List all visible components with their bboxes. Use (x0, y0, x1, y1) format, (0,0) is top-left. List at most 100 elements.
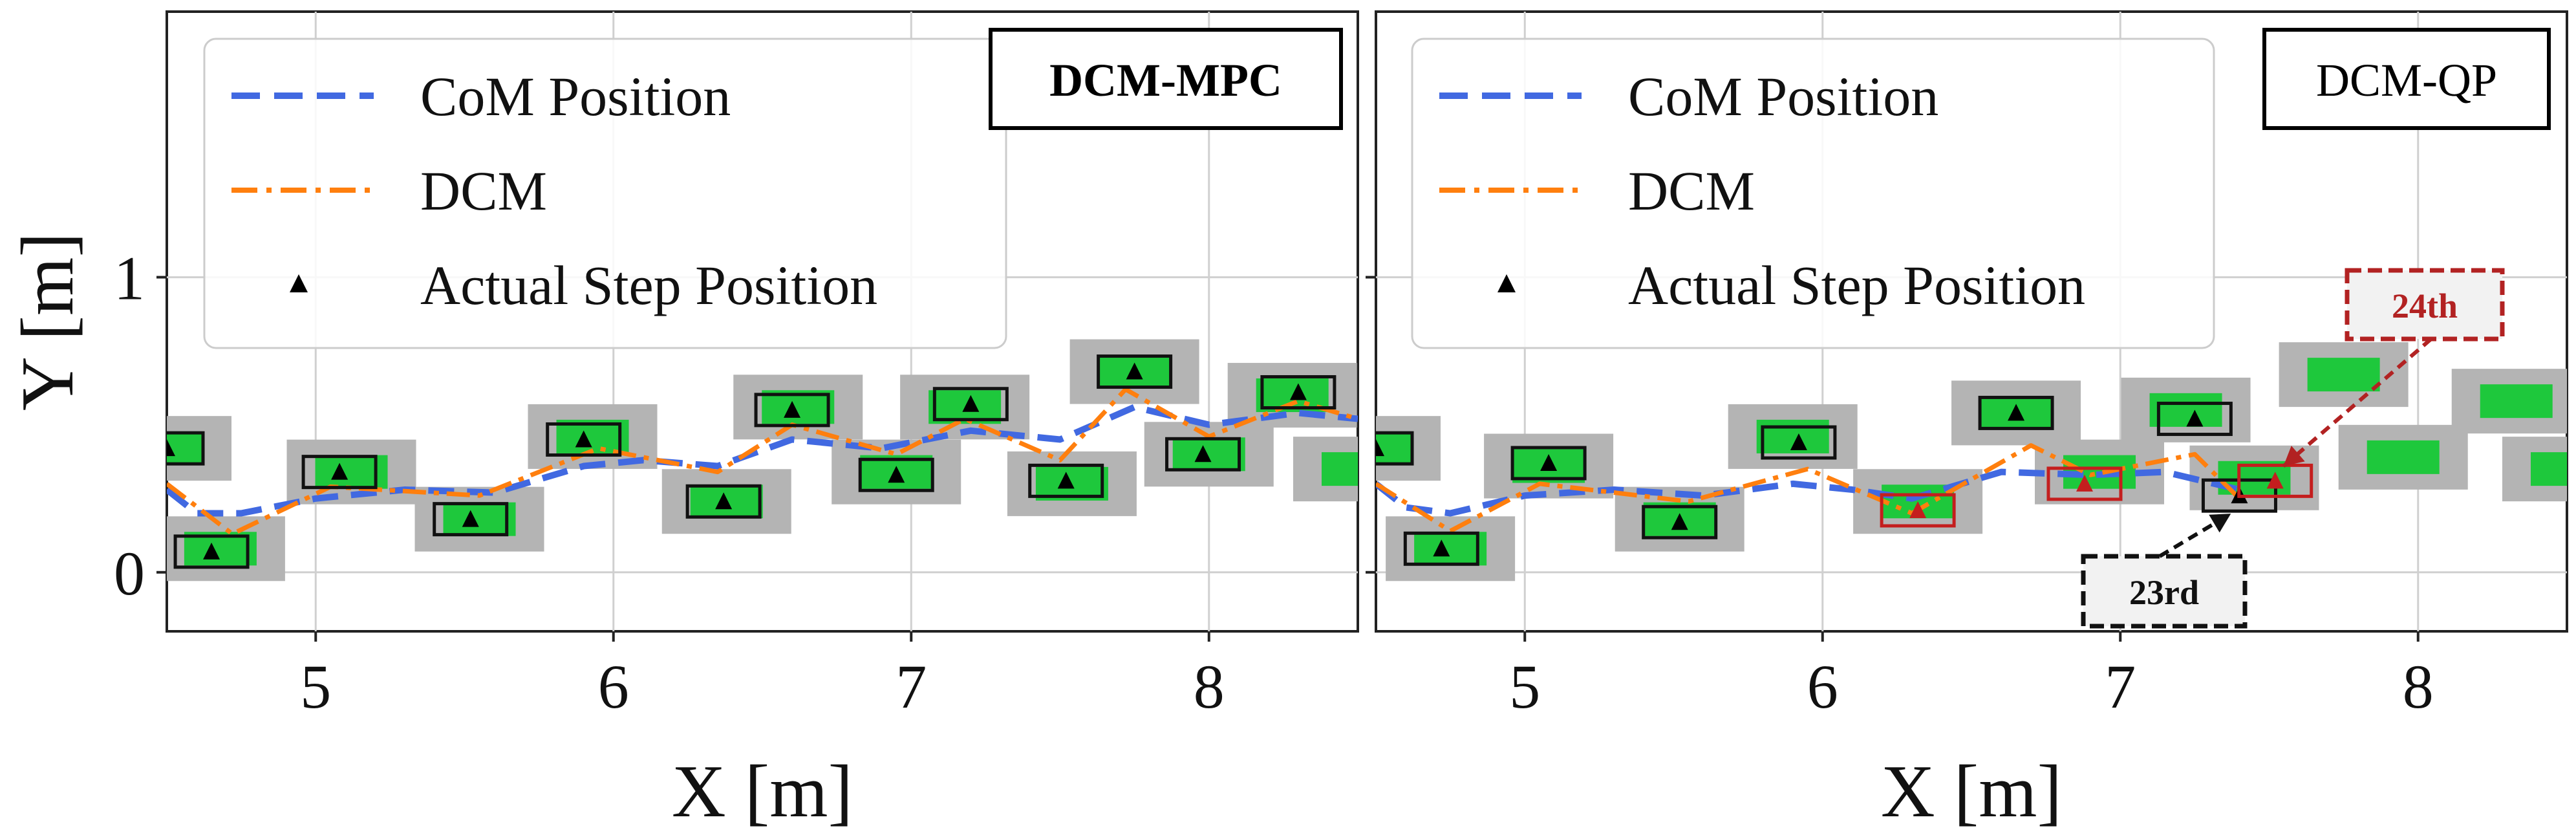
legend-com-label: CoM Position (1628, 65, 1938, 127)
step-markers (167, 354, 1336, 569)
annotation-label: 24th (2392, 287, 2458, 325)
actual-step-marker (167, 439, 175, 457)
actual-step-marker (1790, 433, 1807, 451)
x-tick-label: 8 (2403, 652, 2434, 721)
tick-labels: 5 6 7 8 0 1 (114, 244, 1225, 721)
actual-footstep-outline (167, 431, 205, 466)
y-axis-title: Y [m] (6, 232, 89, 411)
actual-step-marker (784, 400, 801, 418)
y-tick-label: 0 (114, 539, 145, 608)
dcm-line (167, 387, 1358, 536)
actual-step-marker (203, 542, 220, 560)
target-footstep (443, 502, 516, 536)
target-footstep (167, 431, 203, 466)
target-footstep (1172, 437, 1245, 472)
actual-step-marker (575, 430, 592, 448)
legend-step-marker (290, 274, 308, 292)
actual-footstep-outline (932, 387, 1009, 422)
actual-footstep-outline (301, 455, 378, 490)
annotations: 24th 23rd (2081, 268, 2505, 629)
x-tick-label: 7 (896, 652, 927, 721)
actual-step-marker (1376, 439, 1384, 457)
actual-footstep-outline (754, 393, 830, 428)
actual-step-marker (2008, 404, 2025, 421)
panel-title: DCM-QP (2316, 54, 2497, 106)
tick-labels: 5 6 7 8 (1509, 652, 2434, 721)
actual-footstep-outline (2046, 466, 2123, 501)
panel-title: DCM-MPC (1049, 54, 1282, 106)
target-footstep (2367, 440, 2440, 474)
target-footstep (1414, 532, 1487, 566)
plot-frame (1375, 10, 2568, 633)
actual-footstep-outline (1978, 395, 2054, 430)
x-tick-label: 7 (2105, 652, 2136, 721)
dcm-line (1376, 443, 2241, 534)
step-regions (167, 339, 1358, 582)
x-axis-title: X [m] (672, 750, 853, 833)
actual-step-marker (331, 462, 349, 480)
actual-step-marker (1057, 472, 1075, 489)
actual-step-marker (1194, 445, 1212, 462)
panel-dcm-qp: 5 6 7 8 CoM Position DCM Actual Step Positi… (1366, 10, 2568, 833)
actual-step-marker (2266, 472, 2284, 489)
legend-dcm-label: DCM (1628, 160, 1755, 222)
target-footstep (2480, 384, 2553, 418)
com-position-line (1376, 468, 2240, 517)
actual-footstep-outline (1510, 446, 1587, 481)
annotation-box (2345, 268, 2505, 342)
plot-frame (166, 10, 1359, 633)
legend-com-label: CoM Position (420, 65, 731, 127)
series-lines (1376, 443, 2241, 534)
legend-dcm-label: DCM (420, 160, 547, 222)
actual-step-marker (1433, 539, 1450, 557)
legend: CoM Position DCM Actual Step Position (203, 38, 1007, 349)
actual-footstep-outline (858, 457, 934, 492)
actual-step-marker (1909, 501, 1927, 518)
actual-footstep-outline (1880, 493, 1956, 528)
actual-footstep-outline (173, 534, 250, 569)
legend-box (203, 38, 1007, 349)
step-regions (1376, 342, 2567, 582)
actual-footstep-outline (1376, 431, 1414, 466)
series-lines (167, 387, 1358, 536)
actual-step-marker (1289, 383, 1307, 400)
target-footstep (2531, 452, 2567, 486)
legend-box (1411, 38, 2215, 349)
actual-footstep-outline (2237, 463, 2313, 498)
annotation-label: 23rd (2129, 573, 2199, 612)
actual-footstep-outline (1260, 375, 1336, 409)
title-badge (2262, 28, 2551, 130)
target-footstep (1376, 431, 1412, 466)
actual-footstep-outline (546, 422, 622, 457)
legend-step-label: Actual Step Position (1628, 254, 2085, 316)
x-tick-label: 8 (1194, 652, 1225, 721)
legend: CoM Position DCM Actual Step Position (1411, 38, 2215, 349)
actual-step-marker (1671, 513, 1688, 530)
actual-step-marker (2186, 409, 2204, 427)
actual-footstep-outline (1642, 505, 1718, 539)
target-footstep (2307, 358, 2380, 392)
y-tick-label: 1 (114, 244, 145, 313)
actual-footstep-outline (1165, 437, 1241, 472)
actual-step-marker (2076, 474, 2093, 492)
actual-footstep-outline (1097, 354, 1173, 389)
actual-step-marker (888, 466, 905, 483)
title-badge (989, 28, 1343, 130)
actual-footstep-outline (1761, 425, 1837, 460)
x-tick-label: 6 (598, 652, 629, 721)
annotation-box (2081, 554, 2248, 629)
x-axis-title: X [m] (1881, 750, 2062, 833)
x-tick-label: 6 (1807, 652, 1838, 721)
actual-step-marker (962, 395, 980, 412)
actual-step-marker (715, 492, 733, 510)
actual-step-marker (1540, 453, 1558, 471)
actual-footstep-outline (1403, 531, 1479, 566)
annotation-arrowhead (2209, 514, 2231, 533)
panel-dcm-mpc: 5 6 7 8 0 1 CoM Position DCM Actual Step Posi… (6, 10, 1359, 833)
target-footstep (2149, 393, 2222, 427)
actual-step-marker (1126, 362, 1143, 380)
x-tick-label: 5 (1509, 652, 1540, 721)
x-tick-label: 5 (300, 652, 331, 721)
target-footstep (1322, 452, 1358, 486)
